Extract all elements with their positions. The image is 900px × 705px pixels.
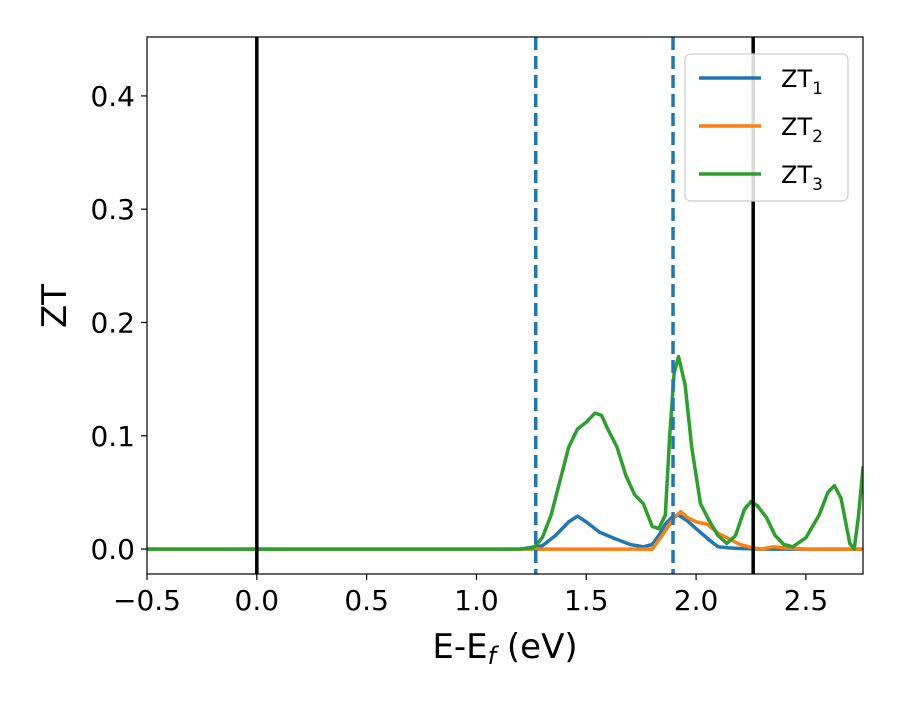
x-axis-ticks: −0.5 0.0 0.5 1.0 1.5 2.0 2.5 [113,574,828,617]
y-axis-ticks: 0.0 0.1 0.2 0.3 0.4 [90,80,147,566]
x-tick-label: 0.5 [344,584,389,617]
x-tick-label: 2.5 [784,584,829,617]
y-tick-label: 0.2 [90,306,135,339]
x-tick-label: −0.5 [113,584,181,617]
x-tick-label: 0.0 [235,584,280,617]
y-tick-label: 0.1 [90,420,135,453]
x-tick-label: 1.0 [454,584,499,617]
legend-box [684,53,849,202]
series-line-1 [147,513,863,551]
series-line-2 [147,509,863,551]
legend: ZT1 ZT2 ZT3 [684,53,849,202]
plot-area-frame [146,36,864,575]
series-line-3 [147,354,863,551]
x-tick-label: 1.5 [564,584,609,617]
y-tick-label: 0.4 [90,80,135,113]
plot-data-layer [147,354,863,551]
y-axis-label: ZT [35,284,75,328]
y-tick-label: 0.0 [90,533,135,566]
reference-lines-layer [255,37,755,574]
y-tick-label: 0.3 [90,193,135,226]
legend-label-2: ZT2 [781,113,823,147]
legend-label-3: ZT3 [781,161,823,195]
legend-label-1: ZT1 [781,65,823,99]
x-tick-label: 2.0 [674,584,719,617]
x-axis-label: E-Ef (eV) [432,627,577,670]
